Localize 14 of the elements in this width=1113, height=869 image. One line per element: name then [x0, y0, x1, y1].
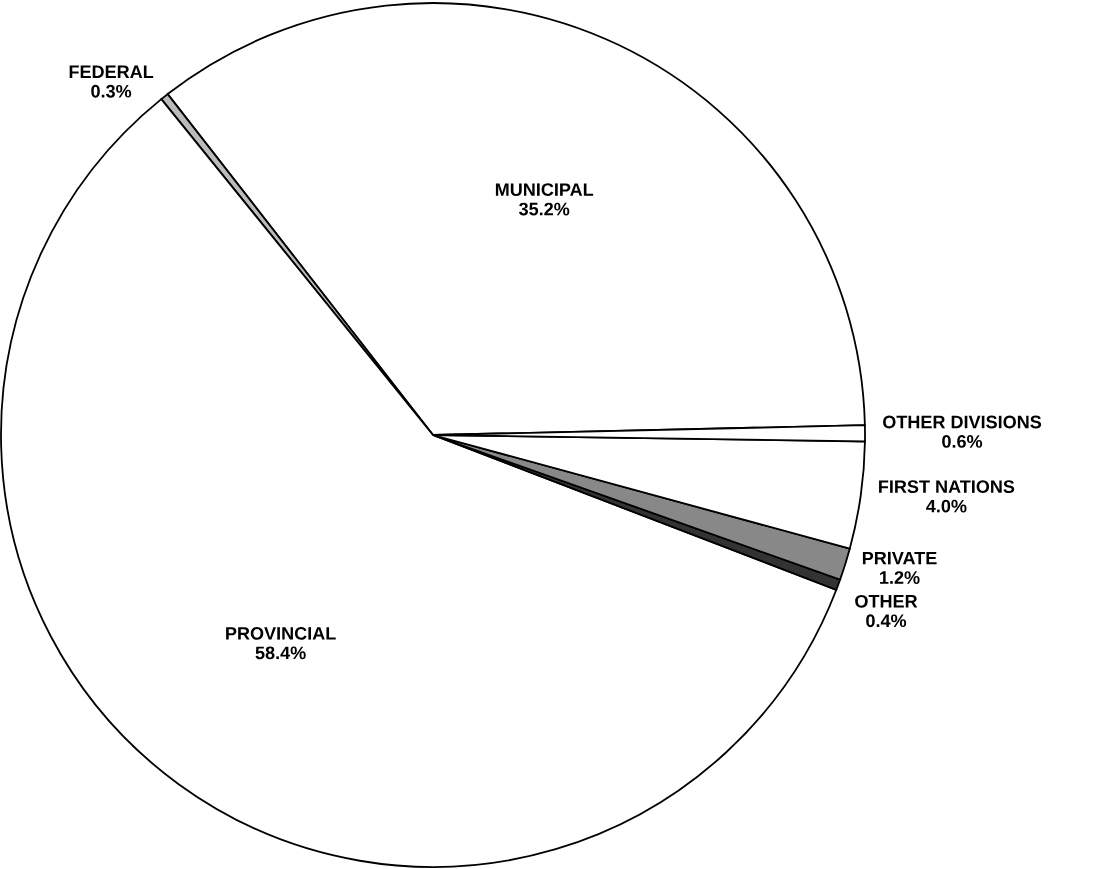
data-label: 0.6% [942, 435, 983, 448]
slice-label: MUNICIPAL [495, 183, 594, 196]
data-label: 0.3% [91, 84, 132, 98]
data-label: 0.4% [866, 614, 907, 628]
data-label: 1.2% [880, 571, 920, 584]
slice-label: PROVINCIAL [226, 627, 336, 640]
slice-label: FIRST NATIONS [879, 480, 1015, 494]
slice-label: OTHER DIVISIONS [883, 415, 1042, 429]
data-label: 58.4% [255, 646, 306, 660]
slice-label: OTHER [855, 594, 918, 608]
data-label: 35.2% [519, 202, 570, 216]
slice-label: PRIVATE [862, 551, 937, 565]
slice-label: FEDERAL [69, 65, 154, 79]
data-label: 4.0% [926, 499, 967, 513]
